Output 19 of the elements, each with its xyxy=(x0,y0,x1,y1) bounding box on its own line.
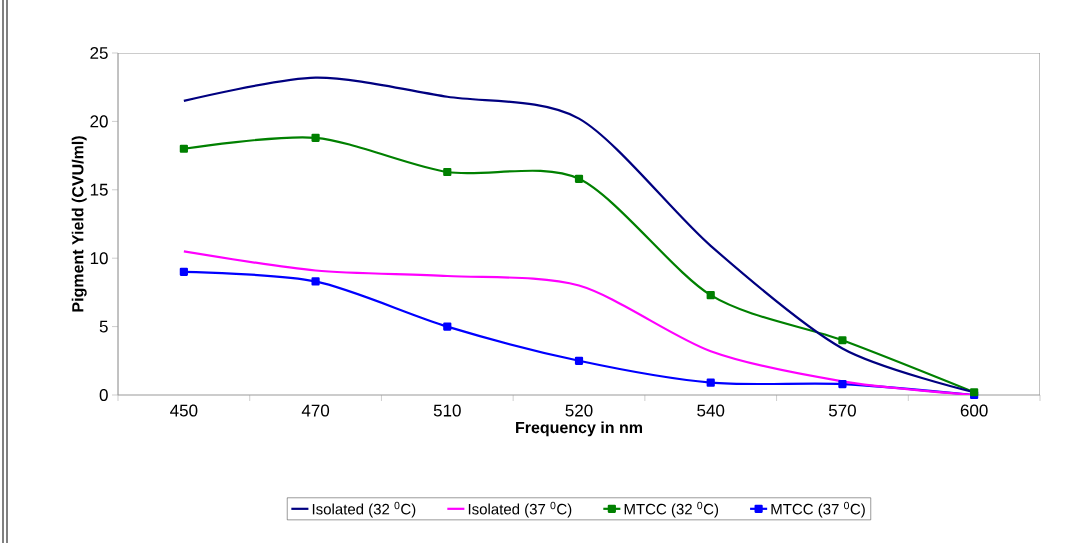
x-tick-label: 510 xyxy=(433,404,461,417)
x-tick-label: 470 xyxy=(301,404,330,417)
legend-label: MTCC (37 $^{0}$C) xyxy=(771,501,865,518)
x-tick-label: 540 xyxy=(697,404,725,417)
y-tick-label: 5 xyxy=(99,320,108,333)
x-tick-label: 570 xyxy=(828,404,856,417)
y-tick-label: 0 xyxy=(99,388,108,402)
x-tick-label: 600 xyxy=(960,404,988,417)
y-tick-label: 20 xyxy=(90,115,108,128)
y-tick-label: 15 xyxy=(90,183,108,196)
x-axis-title: Frequency in nm xyxy=(516,421,643,437)
y-tick-label: 10 xyxy=(90,252,108,265)
y-tick-label: 25 xyxy=(90,46,108,60)
x-tick-label: 450 xyxy=(170,404,198,417)
legend-label: Isolated (32 $^{0}$C) xyxy=(312,501,416,518)
y-axis-title: Pigment Yield (CVU/ml) xyxy=(71,136,87,312)
x-tick-label: 520 xyxy=(565,404,593,417)
legend-label: MTCC (32 $^{0}$C) xyxy=(624,501,719,518)
legend-label: Isolated (37 $^{0}$C) xyxy=(468,501,572,518)
